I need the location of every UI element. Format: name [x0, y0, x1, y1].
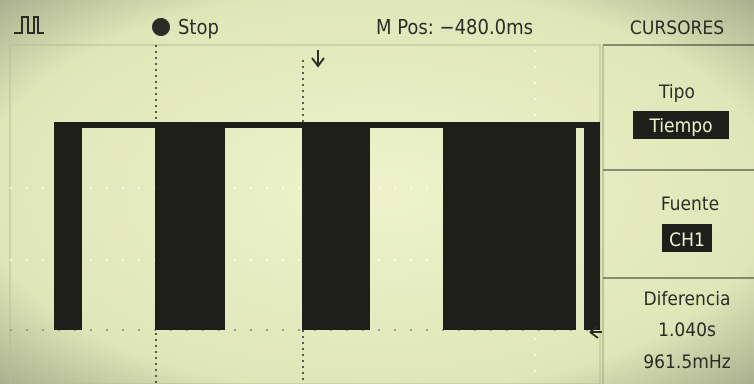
stop-icon — [152, 18, 170, 36]
menu-value[interactable]: CH1 — [669, 229, 705, 251]
menu-label: Tipo — [658, 81, 695, 103]
menu-label: Diferencia — [643, 288, 730, 310]
menu-title: CURSORES — [630, 17, 724, 39]
pulse-block — [584, 122, 600, 330]
pulse-block — [54, 122, 82, 330]
position: M Pos: −480.0ms — [376, 15, 533, 39]
menu-value: 961.5mHz — [643, 351, 730, 373]
menu-value: 1.040s — [658, 319, 716, 341]
status: Stop — [178, 15, 219, 39]
screen-background — [0, 0, 754, 384]
pulse-block — [302, 122, 370, 330]
page: {"header": {"status": "Stop", "position"… — [0, 0, 754, 384]
menu-label: Fuente — [661, 193, 719, 215]
scope-screen: Stop M Pos: −480.0ms CURSORES Tipo Tiemp… — [0, 0, 754, 384]
pulse-block — [443, 122, 576, 330]
pulse-block — [155, 122, 225, 330]
menu-value[interactable]: Tiempo — [648, 115, 712, 137]
